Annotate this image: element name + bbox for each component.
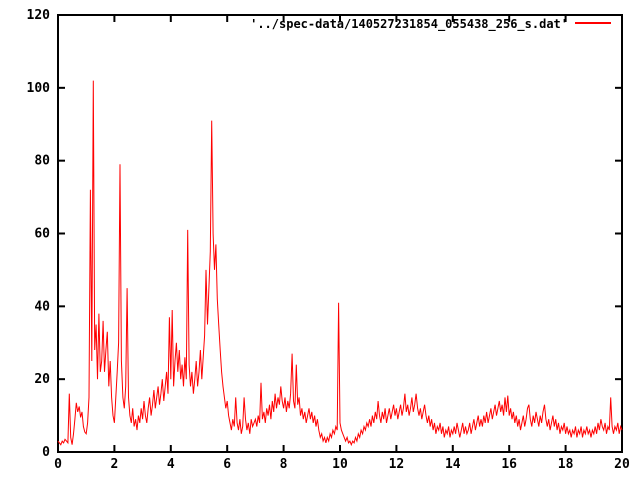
x-tick-label: 0: [54, 457, 62, 472]
x-tick-label: 14: [445, 457, 461, 472]
x-tick-label: 16: [501, 457, 517, 472]
spectrum-data-line: [57, 80, 623, 447]
x-tick-label: 18: [558, 457, 574, 472]
x-tick-label: 4: [167, 457, 175, 472]
axis-tick-labels: 0 2 4 6 8 10 12 14 16 18 20 0 20 40 60 80 100 120: [27, 8, 630, 472]
axis-ticks: [57, 14, 623, 453]
x-tick-label: 20: [614, 457, 630, 472]
y-tick-label: 100: [27, 81, 51, 96]
y-tick-label: 20: [34, 372, 50, 387]
y-tick-label: 40: [34, 299, 50, 314]
x-tick-label: 8: [280, 457, 288, 472]
y-tick-label: 120: [27, 8, 51, 23]
x-tick-label: 2: [110, 457, 118, 472]
y-tick-label: 80: [34, 154, 50, 169]
x-tick-label: 6: [223, 457, 231, 472]
x-tick-label: 10: [332, 457, 348, 472]
legend-label: '../spec-data/140527231854_055438_256_s.…: [250, 17, 568, 32]
y-tick-label: 60: [34, 227, 50, 242]
x-tick-label: 12: [389, 457, 405, 472]
y-tick-label: 0: [42, 445, 50, 460]
